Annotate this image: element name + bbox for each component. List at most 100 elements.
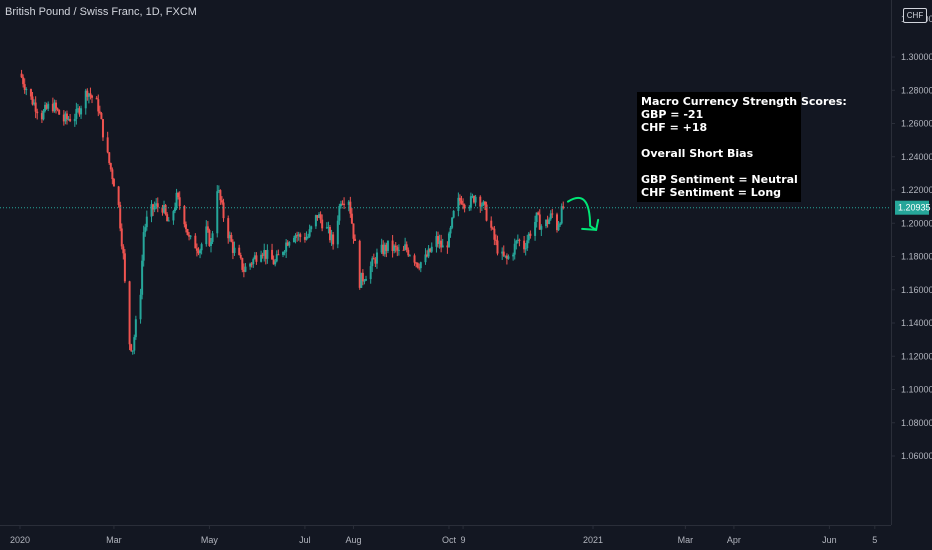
candle-down: [473, 196, 476, 203]
candle-down: [264, 250, 267, 259]
candle-down: [391, 240, 394, 251]
candle-down: [197, 250, 200, 254]
candle-up: [527, 233, 530, 241]
candle-up: [397, 249, 400, 251]
price-tick-label: 1.22000: [901, 185, 932, 195]
candle-down: [463, 204, 466, 209]
candle-up: [386, 240, 389, 251]
candle-down: [195, 248, 198, 251]
candle-down: [394, 245, 397, 248]
candle-down: [101, 119, 104, 138]
candle-up: [451, 217, 454, 228]
price-tick-label: 1.16000: [901, 285, 932, 295]
candle-down: [343, 203, 346, 205]
candle-down: [319, 214, 322, 220]
candle-up: [535, 212, 538, 222]
candle-up: [42, 110, 45, 120]
candle-down: [194, 235, 197, 249]
time-tick-label: Mar: [106, 535, 122, 545]
candle-down: [183, 206, 186, 225]
candle-up: [33, 102, 36, 105]
candle-down: [502, 251, 505, 256]
candle-up: [167, 220, 170, 222]
candle-down: [161, 207, 164, 213]
candle-up: [338, 206, 341, 221]
candle-down: [385, 244, 388, 251]
candle-down: [178, 197, 181, 207]
candle-up: [469, 196, 472, 208]
candle-up: [393, 245, 396, 251]
candle-up: [549, 213, 552, 220]
candle-down: [86, 90, 89, 97]
candle-up: [457, 197, 460, 211]
candle-up: [474, 196, 477, 203]
candle-up: [360, 272, 363, 288]
candle-up: [468, 207, 471, 209]
price-tick-label: 1.26000: [901, 119, 932, 129]
time-axis[interactable]: 2020 Mar May Jul Aug Oct 9 2021 Mar Apr Jun 5: [10, 525, 877, 545]
candle-up: [545, 219, 548, 227]
candle-down: [494, 239, 497, 241]
candle-down: [62, 114, 65, 122]
candle-down: [206, 226, 209, 231]
candle-up: [540, 226, 543, 230]
candle-up: [336, 220, 339, 245]
candle-down: [100, 113, 103, 120]
candle-up: [516, 239, 519, 241]
candle-down: [446, 245, 449, 248]
currency-badge[interactable]: CHF: [903, 8, 927, 23]
candle-down: [242, 269, 245, 272]
candle-up: [471, 196, 474, 198]
note-line: [641, 160, 797, 173]
candle-down: [219, 190, 222, 201]
candle-up: [383, 244, 386, 255]
candle-up: [142, 232, 145, 261]
candle-up: [404, 244, 407, 250]
candle-up: [285, 242, 288, 252]
candle-down: [40, 113, 43, 120]
candle-down: [418, 267, 421, 269]
candle-up: [200, 244, 203, 251]
candle-up: [557, 225, 560, 231]
candle-down: [69, 118, 72, 122]
candle-down: [460, 200, 463, 204]
candle-down: [36, 111, 39, 114]
time-tick-label: Aug: [345, 535, 361, 545]
candle-up: [141, 260, 144, 295]
candle-up: [297, 234, 300, 236]
candle-up: [515, 240, 518, 244]
time-tick-label: Apr: [727, 535, 741, 545]
candle-up: [205, 226, 208, 245]
candle-up: [173, 207, 176, 212]
candle-down: [271, 249, 274, 260]
candle-up: [512, 254, 515, 257]
candle-down: [286, 242, 289, 246]
candle-up: [526, 240, 529, 249]
candle-down: [479, 196, 482, 207]
candle-down: [119, 204, 122, 229]
candle-down: [462, 203, 465, 205]
current-price-label-box: [895, 200, 929, 215]
candle-up: [64, 113, 67, 122]
candle-down: [490, 220, 493, 228]
candle-up: [282, 252, 285, 255]
candle-up: [263, 250, 266, 256]
candle-down: [91, 95, 94, 98]
candle-down: [529, 233, 532, 236]
candle-up: [211, 233, 214, 242]
candle-up: [294, 235, 297, 238]
candle-up: [449, 227, 452, 234]
candle-up: [155, 203, 158, 206]
note-line: CHF Sentiment = Long: [641, 186, 782, 199]
candle-up: [380, 244, 383, 253]
candle-down: [98, 111, 101, 114]
candle-down: [123, 253, 126, 282]
candle-up: [447, 233, 450, 248]
candle-down: [45, 104, 48, 109]
candle-up: [217, 190, 220, 192]
candle-down: [130, 344, 133, 351]
candle-down: [505, 255, 508, 259]
candle-up: [427, 248, 430, 257]
